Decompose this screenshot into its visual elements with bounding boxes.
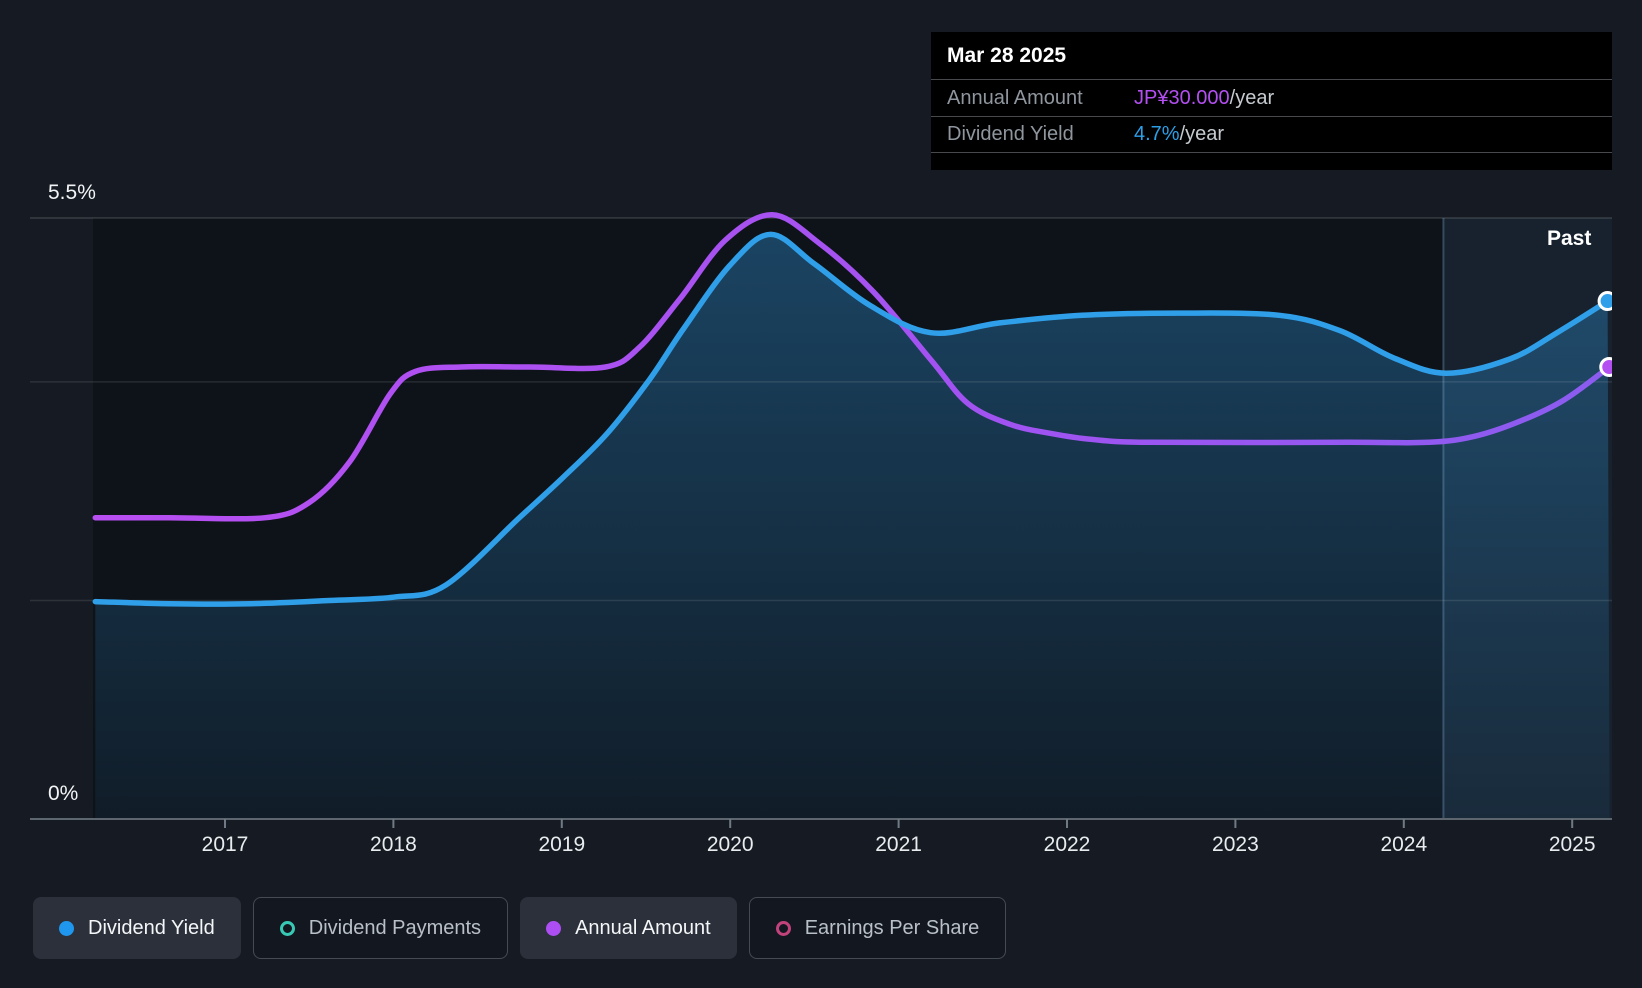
annual-amount-value: JP¥30.000 (1134, 86, 1230, 109)
dividend-yield-area (95, 234, 1610, 820)
dividend-yield-value: 4.7% (1134, 123, 1180, 145)
x-axis-label-2020: 2020 (706, 833, 754, 856)
legend-label: Dividend Payments (308, 916, 482, 939)
x-axis-label-2024: 2024 (1380, 833, 1428, 856)
legend-label: Earnings Per Share (804, 916, 980, 939)
legend-chip-annual-amount[interactable]: Annual Amount (520, 897, 737, 959)
x-axis-label-2022: 2022 (1043, 833, 1091, 856)
dividend-yield-endpoint-marker (1597, 291, 1612, 312)
tooltip-row-dividend-yield: Dividend Yield 4.7%/year (931, 116, 1612, 153)
x-axis-ticks (224, 819, 1574, 828)
tooltip-value: 4.7%/year (1134, 123, 1224, 146)
x-axis-label-2023: 2023 (1212, 833, 1259, 856)
annual-amount-line (92, 212, 1612, 522)
past-region-label: Past (1547, 227, 1592, 250)
x-axis-label-2021: 2021 (875, 833, 922, 856)
x-axis-label-2017: 2017 (201, 833, 249, 856)
x-axis-label-2019: 2019 (538, 833, 586, 856)
tooltip-value: JP¥30.000/year (1134, 87, 1274, 110)
value-suffix: /year (1179, 123, 1225, 145)
tooltip-label: Annual Amount (947, 86, 1083, 109)
x-axis-label-2018: 2018 (370, 833, 417, 856)
legend-chip-dividend-payments[interactable]: Dividend Payments (252, 897, 509, 959)
legend-chip-dividend-yield[interactable]: Dividend Yield (33, 897, 241, 959)
legend-label: Annual Amount (575, 916, 711, 939)
earnings-per-share-ring-icon (775, 920, 791, 936)
annual-amount-dot-icon (546, 920, 562, 936)
legend-label: Dividend Yield (88, 916, 215, 939)
x-axis-label-2025: 2025 (1548, 833, 1596, 856)
value-suffix: /year (1229, 86, 1275, 109)
annual-amount-endpoint-marker (1599, 356, 1612, 377)
tooltip-date: Mar 28 2025 (947, 43, 1067, 67)
legend-chip-earnings-per-share[interactable]: Earnings Per Share (748, 897, 1007, 959)
dividend-yield-line (92, 231, 1611, 607)
tooltip-label: Dividend Yield (947, 123, 1074, 145)
chart-legend: Dividend Yield Dividend Payments Annual … (33, 897, 1007, 959)
dividend-payments-ring-icon (279, 920, 295, 936)
chart-tooltip: Mar 28 2025 Annual Amount JP¥30.000/year… (931, 32, 1612, 170)
dividend-yield-dot-icon (59, 920, 74, 936)
y-axis-min-label: 0% (48, 782, 79, 805)
tooltip-row-annual-amount: Annual Amount JP¥30.000/year (931, 79, 1612, 116)
y-axis-max-label: 5.5% (48, 181, 96, 204)
